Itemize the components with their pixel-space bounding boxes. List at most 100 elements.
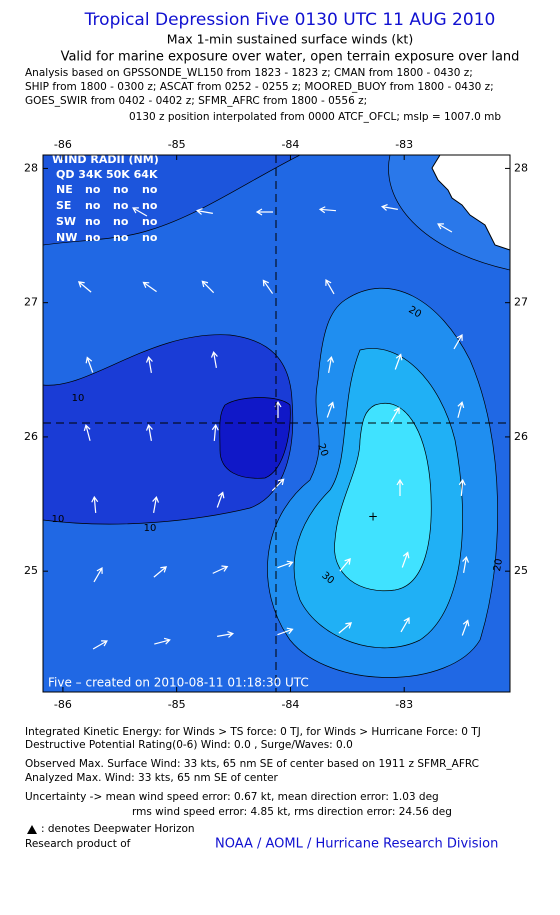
wind-arrows: [77, 203, 470, 650]
radii-quadrant: NE: [56, 183, 73, 196]
radii-cell: no: [85, 231, 101, 244]
radii-header: QD 34K 50K 64K: [56, 168, 158, 181]
x-tick-label: -85: [168, 138, 186, 151]
arrow-shape: [394, 353, 403, 370]
y-tick-label: 25: [24, 564, 38, 577]
arrow-shape: [142, 281, 157, 293]
radii-cell: no: [85, 215, 101, 228]
arrow-shape: [271, 478, 285, 492]
wind-arrow: [262, 279, 274, 294]
land: [431, 155, 510, 251]
arrow-shape: [277, 560, 294, 569]
radii-quadrant: SE: [56, 199, 71, 212]
arrow-shape: [327, 355, 335, 373]
arrow-shape: [154, 637, 171, 645]
x-tick-label: -84: [281, 138, 299, 151]
arrow-shape: [83, 424, 91, 441]
arrow-shape: [201, 280, 215, 294]
radii-cell: no: [113, 215, 129, 228]
wind-arrow: [326, 401, 335, 418]
wind-arrow: [91, 495, 99, 514]
credit-link[interactable]: NOAA / AOML / Hurricane Research Divisio…: [215, 837, 498, 852]
wind-arrow: [380, 203, 398, 211]
arrow-shape: [338, 622, 353, 634]
wind-radii: WIND RADII (NM) QD 34K 50K 64K NE no no noS…: [52, 155, 159, 244]
wind-arrow: [201, 280, 215, 294]
field: [43, 334, 293, 525]
arrow-shape: [396, 478, 404, 496]
wind-arrow: [210, 350, 218, 368]
map: + WIND RADII (NM) QD 34K 50K 64K NE no no n…: [43, 155, 510, 692]
wind-arrow: [153, 566, 168, 578]
wind-arrow: [152, 495, 160, 513]
contour-label: 20: [315, 442, 330, 458]
arrow-shape: [457, 401, 465, 418]
contour-label: 20: [492, 558, 505, 572]
x-tick-label: -86: [54, 698, 72, 711]
analysis-line: Analysis based on GPSSONDE_WL150 from 18…: [25, 67, 473, 79]
wind-arrow: [318, 206, 337, 214]
y-tick-label: 27: [24, 296, 38, 309]
wind-arrow: [453, 334, 463, 350]
wind-arrow: [142, 281, 157, 293]
arrow-shape: [326, 401, 335, 418]
wind-arrow: [217, 630, 235, 638]
footer-line: Uncertainty -> mean wind speed error: 0.…: [25, 791, 439, 803]
wind-arrow: [271, 478, 285, 492]
footer-line: Observed Max. Surface Wind: 33 kts, 65 n…: [25, 758, 479, 770]
x-tick-label: -83: [395, 698, 413, 711]
arrow-shape: [93, 567, 103, 583]
radii-cell: no: [113, 231, 129, 244]
field: [334, 403, 432, 591]
arrow-shape: [91, 495, 99, 514]
subtitle: Max 1-min sustained surface winds (kt): [167, 32, 413, 47]
analysis-line: SHIP from 1800 - 0300 z; ASCAT from 0252…: [25, 81, 494, 93]
wind-arrow: [83, 424, 91, 441]
wind-arrow: [85, 356, 94, 373]
arrow-shape: [85, 356, 94, 373]
wind-arrow: [145, 423, 153, 441]
arrow-shape: [92, 640, 108, 650]
arrow-shape: [217, 630, 235, 638]
wind-arrow: [211, 423, 219, 442]
arrow-shape: [390, 407, 400, 423]
arrow-shape: [400, 617, 410, 633]
footer-line: Analyzed Max. Wind: 33 kts, 65 nm SE of …: [25, 772, 279, 784]
contour-label: 10: [144, 523, 157, 534]
wind-arrow: [458, 478, 466, 497]
wind-arrow: [277, 627, 294, 636]
wind-arrow: [461, 619, 470, 636]
y-tick-label: 26: [24, 430, 38, 443]
arrow-shape: [212, 565, 229, 574]
y-tick-label: 28: [514, 161, 528, 174]
wind-arrow: [132, 207, 148, 217]
arrow-shape: [462, 555, 470, 573]
contour-label: 10: [72, 393, 85, 404]
arrow-shape: [153, 566, 168, 578]
arrow-shape: [262, 279, 274, 294]
arrow-shape: [325, 279, 335, 295]
wind-arrow: [154, 637, 171, 645]
radii-cell: no: [142, 183, 158, 196]
wind-arrow: [339, 557, 351, 572]
wind-arrow: [212, 565, 229, 574]
wind-arrow: [92, 640, 108, 650]
credit: Research product of: [25, 838, 131, 850]
arrow-shape: [145, 423, 153, 441]
arrow-shape: [195, 207, 213, 215]
radii-quadrant: NW: [56, 231, 77, 244]
field: [43, 155, 300, 245]
wind-arrow: [255, 208, 273, 216]
wind-arrow: [457, 401, 465, 418]
arrow-shape: [458, 478, 466, 497]
arrow-shape: [132, 207, 148, 217]
wind-arrow: [195, 207, 213, 215]
x-tick-label: -83: [395, 138, 413, 151]
analysis-line: GOES_SWIR from 0402 - 0402 z; SFMR_AFRC …: [25, 95, 367, 107]
contour-label: 10: [52, 514, 65, 525]
radii-cell: no: [142, 199, 158, 212]
arrow-shape: [216, 491, 225, 508]
wind-arrow: [401, 551, 410, 568]
footer: Integrated Kinetic Energy: for Winds > T…: [25, 726, 498, 852]
